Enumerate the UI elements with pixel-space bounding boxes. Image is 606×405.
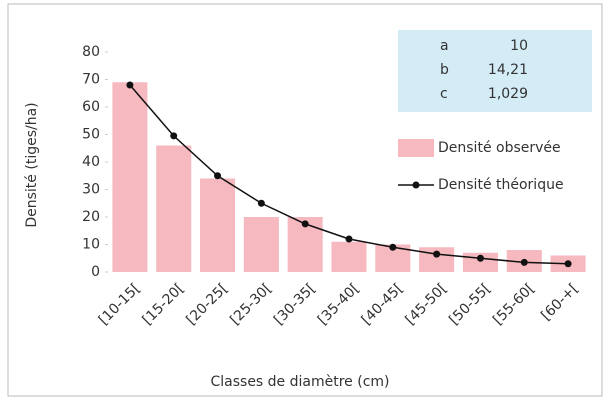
- parameter-value: 14,21: [488, 62, 528, 78]
- bar: [200, 178, 236, 272]
- parameter-name: b: [440, 62, 449, 78]
- y-tick-label: 40: [82, 154, 100, 170]
- point: [433, 250, 441, 258]
- legend-label: Densité observée: [438, 140, 561, 156]
- point: [170, 132, 178, 140]
- y-tick-label: 30: [82, 182, 100, 198]
- bar: [331, 241, 367, 272]
- bar: [112, 82, 148, 272]
- y-axis-label: Densité (tiges/ha): [24, 102, 40, 227]
- y-tick-label: 70: [82, 72, 100, 88]
- x-axis-label: Classes de diamètre (cm): [210, 374, 389, 390]
- legend-swatch: [398, 139, 434, 157]
- point: [476, 254, 484, 262]
- point: [389, 243, 397, 251]
- point: [345, 235, 353, 243]
- point: [520, 258, 528, 266]
- y-tick-label: 20: [82, 209, 100, 225]
- legend-swatch: [412, 181, 420, 189]
- point: [257, 199, 265, 207]
- point: [126, 81, 134, 89]
- parameter-value: 1,029: [488, 86, 528, 102]
- parameter-name: c: [440, 86, 448, 102]
- parameter-name: a: [440, 38, 449, 54]
- y-tick-label: 80: [82, 44, 100, 60]
- point: [301, 220, 309, 228]
- parameter-value: 10: [510, 38, 528, 54]
- legend-label: Densité théorique: [438, 177, 564, 193]
- y-tick-label: 50: [82, 127, 100, 143]
- y-tick-label: 60: [82, 99, 100, 115]
- point: [214, 172, 222, 180]
- y-tick-label: 0: [91, 264, 100, 280]
- point: [564, 260, 572, 268]
- parameter-box: [398, 30, 592, 112]
- bar: [243, 217, 279, 272]
- bar: [156, 145, 192, 272]
- y-tick-label: 10: [82, 237, 100, 253]
